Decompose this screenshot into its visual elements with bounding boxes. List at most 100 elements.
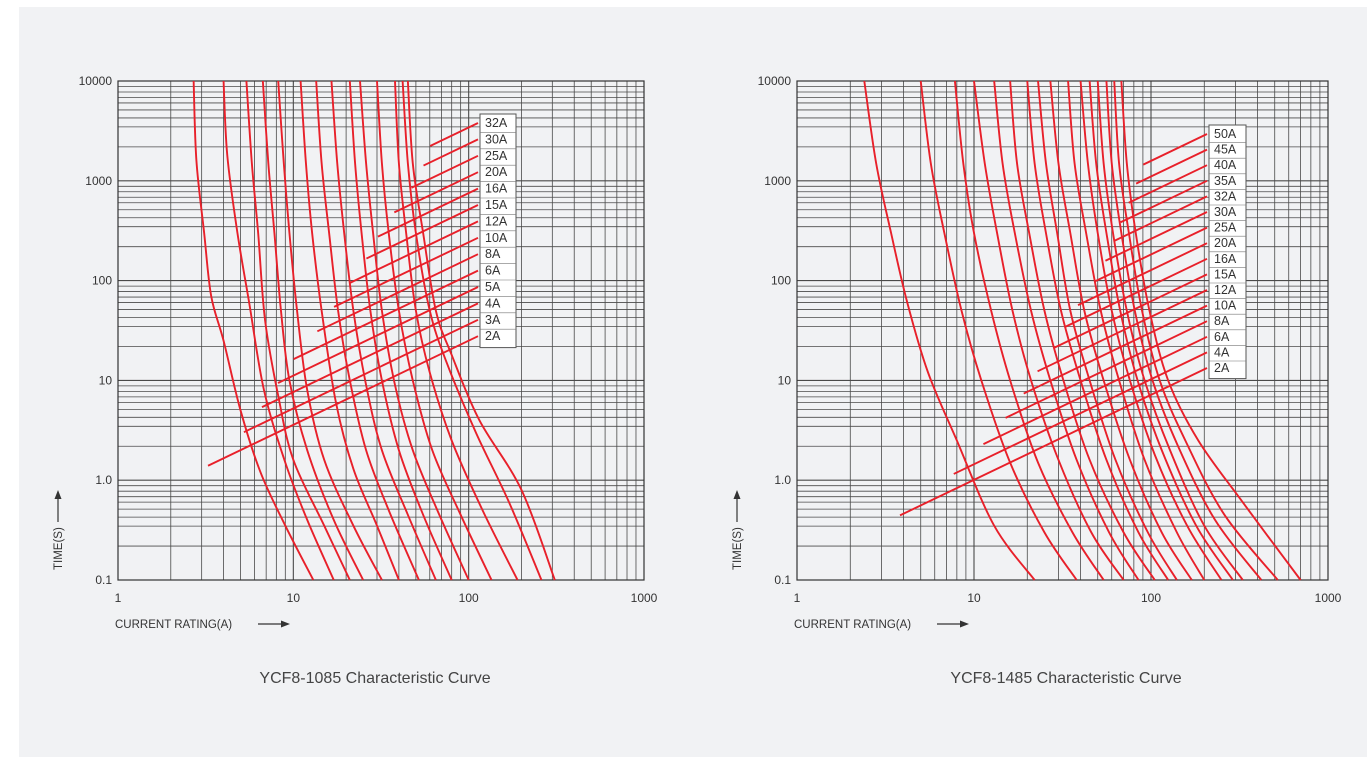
leader-line-4A	[953, 351, 1208, 475]
x-axis-label: CURRENT RATING(A)	[794, 619, 911, 631]
leader-line-2A	[207, 335, 479, 467]
y-tick-label: 100	[92, 274, 112, 288]
leader-line-8A	[1005, 320, 1208, 419]
leader-line-2A	[899, 367, 1208, 517]
leader-line-50A	[1142, 133, 1208, 166]
y-tick-label: 10	[99, 373, 113, 387]
legend-item: 50A	[1214, 127, 1237, 141]
y-tick-label: 0.1	[774, 573, 791, 587]
plot-area	[797, 81, 1328, 580]
legend-item: 4A	[1214, 345, 1230, 359]
legend-item: 15A	[1214, 267, 1237, 281]
leader-lines	[899, 133, 1208, 517]
legend-item: 12A	[1214, 283, 1237, 297]
legend-item: 30A	[1214, 205, 1237, 219]
y-axis-arrow-head	[733, 490, 741, 499]
x-tick-label: 1000	[1315, 591, 1342, 605]
series-curve-5A	[261, 80, 364, 581]
leader-line-25A	[411, 154, 479, 189]
y-tick-label: 1000	[85, 174, 112, 188]
series-curve-10A	[315, 80, 420, 581]
leader-line-12A	[348, 220, 479, 285]
leader-line-15A	[365, 204, 479, 260]
series-curve-16A	[359, 80, 470, 581]
series-curve-50A	[1120, 80, 1302, 581]
legend-item: 3A	[485, 313, 501, 327]
y-axis-label: TIME(S)	[53, 527, 65, 570]
series-curve-30A	[1079, 80, 1223, 581]
chart-2: 1 10 100 1000 10000 1000 100 10 1.0 0.1 CURRENT RA…	[732, 74, 1342, 687]
x-axis-arrow-head	[281, 620, 290, 628]
x-axis-label: CURRENT RATING(A)	[115, 619, 232, 631]
legend: 32A 30A 25A 20A 16A 15A 12A 10A 8A 6A 5A 4A 3A 2A	[479, 113, 517, 349]
x-tick-label: 1000	[631, 591, 658, 605]
legend-item: 15A	[485, 198, 508, 212]
leader-line-15A	[1053, 273, 1208, 349]
leader-line-12A	[1037, 289, 1208, 373]
y-tick-label: 0.1	[95, 573, 112, 587]
x-tick-label: 100	[459, 591, 479, 605]
x-tick-label: 1	[794, 591, 801, 605]
chart-title: YCF8-1485 Characteristic Curve	[950, 670, 1181, 687]
leader-line-32A	[1113, 195, 1208, 242]
leader-line-30A	[423, 138, 479, 167]
plot-frame	[796, 80, 1329, 581]
legend-item: 8A	[485, 247, 501, 261]
legend-item: 30A	[485, 132, 508, 146]
leader-line-6A	[293, 269, 479, 360]
legend-item: 6A	[485, 264, 501, 278]
leader-line-16A	[1063, 257, 1208, 329]
y-tick-label: 10000	[758, 74, 792, 88]
y-tick-label: 1.0	[95, 473, 112, 487]
series-curve-25A	[394, 80, 519, 581]
x-tick-label: 100	[1141, 591, 1161, 605]
legend-item: 12A	[485, 214, 508, 228]
series-curve-35A	[1096, 80, 1244, 581]
leader-line-30A	[1105, 211, 1208, 262]
leader-lines	[207, 122, 479, 467]
y-tick-label: 10	[778, 373, 792, 387]
leader-line-8A	[316, 253, 479, 333]
y-tick-label: 1.0	[774, 473, 791, 487]
legend-item: 8A	[1214, 314, 1230, 328]
series-curve-8A	[973, 80, 1125, 581]
series-curve-4A	[919, 80, 1078, 581]
series-curve-25A	[1067, 80, 1206, 581]
legend-item: 16A	[1214, 252, 1237, 266]
legend-item: 2A	[1214, 361, 1230, 375]
series-curves	[863, 80, 1302, 581]
series-curve-6A	[277, 80, 383, 581]
series-curve-20A	[376, 80, 493, 581]
legend-item: 35A	[1214, 174, 1237, 188]
series-curve-6A	[953, 80, 1105, 581]
leader-line-10A	[333, 236, 479, 308]
chart-1: 1 10 100 1000 10000 1000 100 10 1.0 0.1 CURRENT RA…	[53, 74, 658, 687]
leader-line-40A	[1128, 164, 1208, 204]
y-tick-label: 100	[771, 274, 791, 288]
series-curve-10A	[993, 80, 1140, 581]
legend-item: 16A	[485, 182, 508, 196]
series-curve-30A	[401, 80, 543, 581]
grid	[118, 80, 644, 580]
y-axis-label: TIME(S)	[732, 527, 744, 570]
legend-item: 25A	[1214, 221, 1237, 235]
legend-item: 2A	[485, 329, 501, 343]
series-curve-32A	[1088, 80, 1234, 581]
leader-line-10A	[1023, 304, 1208, 395]
series-curves	[192, 80, 556, 581]
legend-item: 45A	[1214, 143, 1237, 157]
legend-item: 5A	[485, 280, 501, 294]
leader-line-20A	[1077, 242, 1208, 306]
series-curve-45A	[1113, 80, 1279, 581]
leader-line-25A	[1093, 226, 1208, 283]
legend-item: 20A	[1214, 236, 1237, 250]
legend-item: 4A	[485, 296, 501, 310]
legend-item: 25A	[485, 149, 508, 163]
series-curve-4A	[245, 80, 351, 581]
x-tick-label: 10	[967, 591, 981, 605]
legend-item: 20A	[485, 165, 508, 179]
legend-item: 10A	[485, 231, 508, 245]
series-curve-20A	[1049, 80, 1193, 581]
